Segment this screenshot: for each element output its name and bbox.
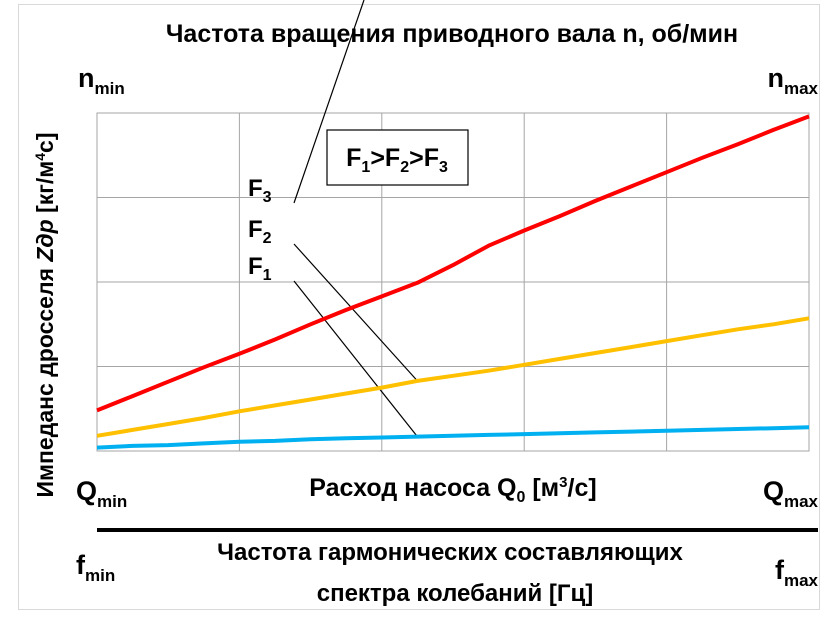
q-min-label: Qmin (76, 476, 127, 511)
n-max-label: nmax (767, 63, 818, 98)
n-min-label: nmin (78, 63, 125, 98)
callout-line-f3 (293, 0, 365, 204)
gridlines (97, 113, 809, 451)
legend-box: F1>F2>F3 (326, 129, 469, 186)
f-max-label: fmax (775, 555, 819, 590)
series-line-f3 (96, 114, 810, 413)
series-line-f2 (96, 316, 810, 438)
f-min-label: fmin (76, 550, 115, 585)
callout-line-f1 (293, 280, 418, 438)
bottom-axis-title-line-2: спектра колебаний [Гц] (317, 580, 594, 607)
callout-label-f2: F2 (248, 216, 272, 247)
series-lines (96, 114, 810, 450)
q-max-label: Qmax (763, 476, 819, 511)
callout-line-f2 (293, 243, 418, 382)
bottom-axis-title-line-1: Частота гармонических составляющих (217, 539, 683, 566)
callout-labels: F3 F2 F1 (248, 175, 272, 284)
legend-text: F1>F2>F3 (346, 144, 448, 176)
series-line-f1 (96, 425, 810, 450)
callout-label-f3: F3 (248, 175, 272, 206)
plot-area: F3 F2 F1 (96, 0, 810, 452)
chart-frame (18, 4, 820, 610)
callout-label-f1: F1 (248, 253, 272, 284)
y-axis-title: Импеданс дросселя Zдр [кг/м4с] (32, 132, 58, 497)
top-axis-title: Частота вращения приводного вала n, об/м… (166, 20, 738, 48)
callout-lines (293, 0, 418, 438)
x-axis-title: Расход насоса Q0 [м3/с] (309, 474, 596, 506)
